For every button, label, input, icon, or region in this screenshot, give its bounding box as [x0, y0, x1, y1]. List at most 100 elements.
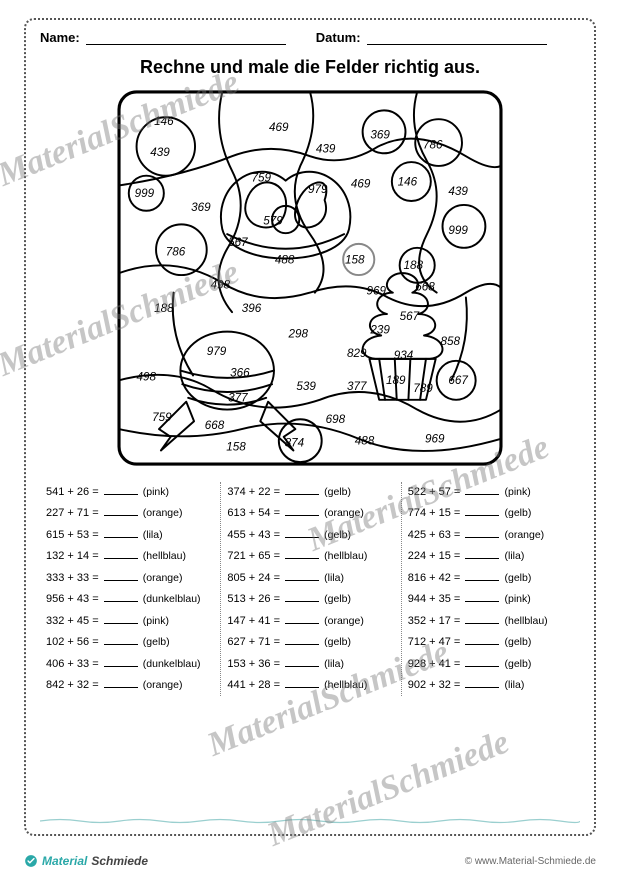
operand-b: 22: [258, 486, 270, 498]
answer-blank[interactable]: [465, 571, 499, 581]
header-row: Name: Datum:: [40, 30, 580, 45]
problem-row: 406 + 33 = (dunkelblau): [46, 654, 213, 675]
answer-blank[interactable]: [285, 571, 319, 581]
operand-a: 774: [408, 507, 426, 519]
operand-a: 147: [227, 615, 245, 627]
color-hint: (pink): [143, 615, 169, 627]
answer-blank[interactable]: [285, 678, 319, 688]
answer-blank[interactable]: [465, 549, 499, 559]
operand-b: 26: [77, 486, 89, 498]
answer-blank[interactable]: [285, 485, 319, 495]
color-hint: (orange): [324, 615, 364, 627]
color-hint: (pink): [504, 593, 530, 605]
color-hint: (hellblau): [324, 550, 367, 562]
operand-b: 33: [77, 658, 89, 670]
problem-row: 541 + 26 = (pink): [46, 482, 213, 503]
problem-row: 102 + 56 = (gelb): [46, 632, 213, 653]
operand-a: 227: [46, 507, 64, 519]
answer-blank[interactable]: [285, 614, 319, 624]
operand-b: 54: [258, 507, 270, 519]
problem-row: 153 + 36 = (lila): [227, 654, 393, 675]
problem-row: 615 + 53 = (lila): [46, 525, 213, 546]
operand-b: 45: [77, 615, 89, 627]
answer-blank[interactable]: [285, 549, 319, 559]
answer-blank[interactable]: [285, 592, 319, 602]
answer-blank[interactable]: [465, 506, 499, 516]
answer-blank[interactable]: [104, 657, 138, 667]
answer-blank[interactable]: [104, 678, 138, 688]
color-hint: (lila): [324, 572, 344, 584]
problem-row: 805 + 24 = (lila): [227, 568, 393, 589]
answer-blank[interactable]: [465, 635, 499, 645]
region-number: 298: [288, 327, 309, 340]
operand-a: 944: [408, 593, 426, 605]
answer-blank[interactable]: [104, 528, 138, 538]
operand-b: 41: [439, 658, 451, 670]
operand-a: 721: [227, 550, 245, 562]
operand-a: 615: [46, 529, 64, 541]
color-hint: (hellblau): [504, 615, 547, 627]
operand-a: 902: [408, 679, 426, 691]
operand-a: 522: [408, 486, 426, 498]
region-number: 667: [448, 374, 468, 387]
answer-blank[interactable]: [285, 506, 319, 516]
region-number: 439: [316, 142, 336, 155]
problem-row: 333 + 33 = (orange): [46, 568, 213, 589]
operand-a: 455: [227, 529, 245, 541]
color-hint: (orange): [143, 572, 183, 584]
region-number: 969: [425, 433, 445, 446]
problem-row: 147 + 41 = (orange): [227, 611, 393, 632]
answer-blank[interactable]: [465, 614, 499, 624]
region-number: 858: [441, 335, 461, 348]
date-line[interactable]: [367, 31, 547, 45]
brand-text-2: Schmiede: [91, 854, 148, 868]
color-hint: (hellblau): [143, 550, 186, 562]
region-number: 377: [228, 392, 248, 405]
answer-blank[interactable]: [285, 528, 319, 538]
problem-row: 721 + 65 = (hellblau): [227, 546, 393, 567]
color-hint: (gelb): [504, 507, 531, 519]
operand-a: 132: [46, 550, 64, 562]
operand-a: 224: [408, 550, 426, 562]
color-hint: (pink): [143, 486, 169, 498]
operand-a: 425: [408, 529, 426, 541]
answer-blank[interactable]: [465, 657, 499, 667]
name-label: Name:: [40, 30, 80, 45]
operand-a: 613: [227, 507, 245, 519]
answer-blank[interactable]: [465, 678, 499, 688]
operand-a: 541: [46, 486, 64, 498]
region-number: 366: [230, 366, 250, 379]
answer-blank[interactable]: [104, 506, 138, 516]
region-number: 146: [154, 115, 174, 128]
answer-blank[interactable]: [104, 485, 138, 495]
problem-row: 374 + 22 = (gelb): [227, 482, 393, 503]
answer-blank[interactable]: [104, 635, 138, 645]
answer-blank[interactable]: [465, 485, 499, 495]
operand-b: 53: [77, 529, 89, 541]
region-number: 668: [205, 419, 225, 432]
operand-a: 712: [408, 636, 426, 648]
operand-b: 47: [439, 636, 451, 648]
answer-blank[interactable]: [104, 592, 138, 602]
answer-blank[interactable]: [285, 657, 319, 667]
answer-blank[interactable]: [104, 571, 138, 581]
problem-row: 842 + 32 = (orange): [46, 675, 213, 696]
region-number: 698: [326, 413, 346, 426]
operand-b: 41: [258, 615, 270, 627]
region-number: 469: [269, 121, 289, 134]
region-number: 439: [448, 185, 468, 198]
operand-a: 102: [46, 636, 64, 648]
operand-b: 33: [77, 572, 89, 584]
answer-blank[interactable]: [285, 635, 319, 645]
region-number: 829: [347, 347, 367, 360]
region-number: 786: [166, 246, 186, 259]
answer-blank[interactable]: [104, 549, 138, 559]
operand-a: 153: [227, 658, 245, 670]
name-line[interactable]: [86, 31, 286, 45]
answer-blank[interactable]: [465, 592, 499, 602]
answer-blank[interactable]: [104, 614, 138, 624]
color-hint: (lila): [324, 658, 344, 670]
color-hint: (dunkelblau): [143, 658, 201, 670]
answer-blank[interactable]: [465, 528, 499, 538]
operand-a: 352: [408, 615, 426, 627]
